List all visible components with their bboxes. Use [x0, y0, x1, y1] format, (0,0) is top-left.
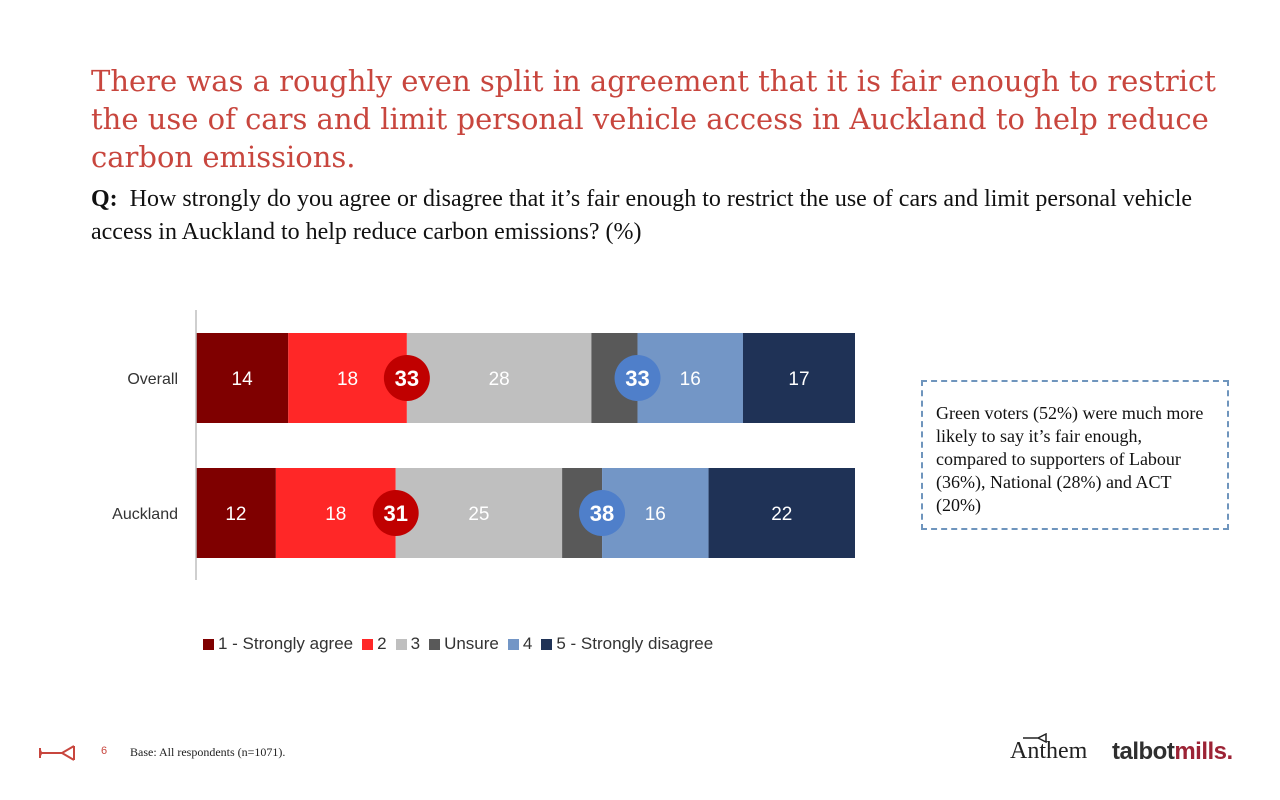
bar-segment — [395, 468, 563, 558]
legend-label: 5 - Strongly disagree — [556, 634, 714, 653]
data-label: 28 — [489, 369, 510, 390]
anthem-logo: Anthem — [1010, 738, 1088, 764]
bar-segment — [196, 333, 289, 423]
legend-label: 1 - Strongly agree — [218, 634, 354, 653]
legend-label: Unsure — [444, 634, 499, 653]
data-label: 18 — [325, 504, 346, 525]
net-disagree-badge — [579, 490, 626, 536]
legend-label: 3 — [410, 634, 421, 653]
data-label: 25 — [468, 504, 489, 525]
data-label: 16 — [680, 369, 701, 390]
legend-swatch — [203, 638, 214, 650]
legend-item: 2 — [362, 634, 387, 654]
category-label: Overall — [127, 371, 178, 388]
question-prefix: Q: — [91, 186, 118, 212]
legend-item: 5 - Strongly disagree — [541, 634, 713, 654]
legend-swatch — [362, 638, 374, 650]
legend-label: 2 — [377, 634, 387, 653]
data-label: 17 — [788, 369, 809, 390]
question-text: How strongly do you agree or disagree th… — [91, 186, 1193, 245]
talbot-logo-part: talbot — [1112, 738, 1175, 765]
callout-box: Green voters (52%) were much more likely… — [921, 380, 1229, 530]
talbotmills-logo: talbotmills. — [1112, 738, 1233, 766]
mills-logo-part: mills. — [1174, 738, 1233, 765]
page-number: 6 — [101, 745, 108, 757]
net-disagree-label: 38 — [590, 501, 614, 526]
legend-swatch — [395, 638, 407, 650]
data-label: 14 — [232, 369, 254, 390]
category-label: Auckland — [112, 506, 178, 523]
legend-label: 4 — [522, 634, 533, 653]
legend-swatch — [541, 638, 553, 650]
legend-item: Unsure — [429, 634, 499, 654]
legend-item: 1 - Strongly agree — [203, 634, 353, 654]
legend-swatch — [507, 638, 519, 650]
bar-segment — [742, 333, 855, 423]
trumpet-icon — [39, 745, 75, 761]
legend-item: 4 — [507, 634, 533, 654]
net-disagree-label: 33 — [625, 366, 649, 391]
base-note: Base: All respondents (n=1071). — [130, 745, 286, 759]
bar-segment — [406, 333, 592, 423]
data-label: 22 — [771, 504, 792, 525]
data-label: 12 — [225, 504, 246, 525]
net-agree-badge — [372, 490, 419, 536]
net-agree-label: 31 — [383, 501, 407, 526]
survey-question: Q: How strongly do you agree or disagree… — [91, 183, 1211, 249]
legend-swatch — [429, 638, 441, 650]
anthem-trumpet-icon — [1023, 733, 1047, 743]
page-title: There was a roughly even split in agreem… — [91, 64, 1216, 174]
data-label: 16 — [645, 504, 666, 525]
legend-item: 3 — [395, 634, 421, 654]
net-disagree-badge — [614, 355, 661, 401]
bar-segment — [196, 468, 276, 558]
net-agree-label: 33 — [395, 366, 419, 391]
data-label: 18 — [337, 369, 358, 390]
chart-legend: 1 - Strongly agree 2 3 Unsure 4 5 - Strongly … — [203, 634, 722, 654]
bar-segment — [708, 468, 855, 558]
net-agree-badge — [383, 355, 430, 401]
